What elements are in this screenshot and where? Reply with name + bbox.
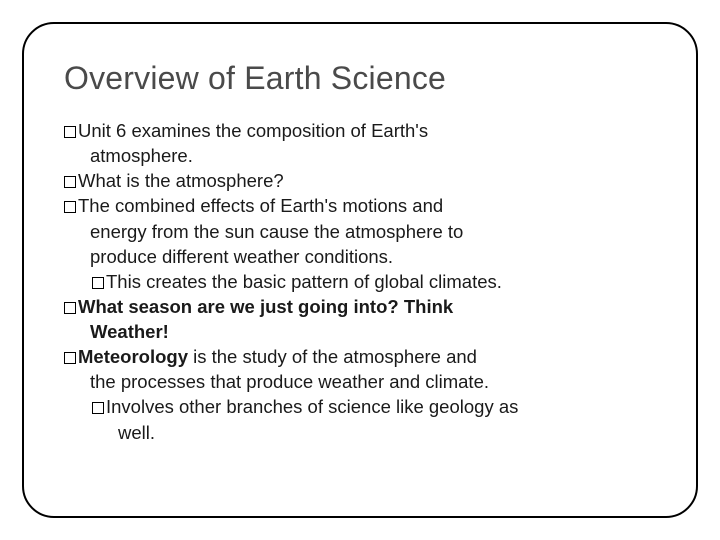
bullet-text-bold: Meteorology bbox=[78, 346, 188, 367]
bullet-item-5-cont: the processes that produce weather and c… bbox=[90, 370, 656, 393]
bullet-text: Involves other branches of science like … bbox=[106, 396, 518, 417]
square-bullet-icon bbox=[64, 352, 76, 364]
bullet-item-3-cont2: produce different weather conditions. bbox=[90, 245, 656, 268]
slide-frame: Overview of Earth Science Unit 6 examine… bbox=[22, 22, 698, 518]
bullet-item-5a-cont: well. bbox=[118, 421, 656, 444]
bullet-item-4-cont: Weather! bbox=[90, 320, 656, 343]
bullet-text: The combined effects of Earth's motions … bbox=[78, 195, 443, 216]
square-bullet-icon bbox=[64, 201, 76, 213]
bullet-item-4: What season are we just going into? Thin… bbox=[64, 295, 656, 318]
bullet-text: Unit 6 examines the composition of Earth… bbox=[78, 120, 428, 141]
slide-title: Overview of Earth Science bbox=[64, 60, 656, 97]
bullet-item-1: Unit 6 examines the composition of Earth… bbox=[64, 119, 656, 142]
bullet-item-3: The combined effects of Earth's motions … bbox=[64, 194, 656, 217]
bullet-text-bold: What season are we just going into? Thin… bbox=[78, 296, 453, 317]
bullet-item-5: Meteorology is the study of the atmosphe… bbox=[64, 345, 656, 368]
bullet-item-3-cont1: energy from the sun cause the atmosphere… bbox=[90, 220, 656, 243]
square-bullet-icon bbox=[92, 402, 104, 414]
bullet-text: This creates the basic pattern of global… bbox=[106, 271, 502, 292]
square-bullet-icon bbox=[92, 277, 104, 289]
bullet-item-1-cont: atmosphere. bbox=[90, 144, 656, 167]
bullet-text: What is the atmosphere? bbox=[78, 170, 284, 191]
bullet-item-5a: Involves other branches of science like … bbox=[92, 395, 656, 418]
bullet-item-3a: This creates the basic pattern of global… bbox=[92, 270, 656, 293]
bullet-item-2: What is the atmosphere? bbox=[64, 169, 656, 192]
square-bullet-icon bbox=[64, 126, 76, 138]
slide-body: Unit 6 examines the composition of Earth… bbox=[64, 119, 656, 444]
square-bullet-icon bbox=[64, 176, 76, 188]
bullet-text: is the study of the atmosphere and bbox=[188, 346, 477, 367]
square-bullet-icon bbox=[64, 302, 76, 314]
